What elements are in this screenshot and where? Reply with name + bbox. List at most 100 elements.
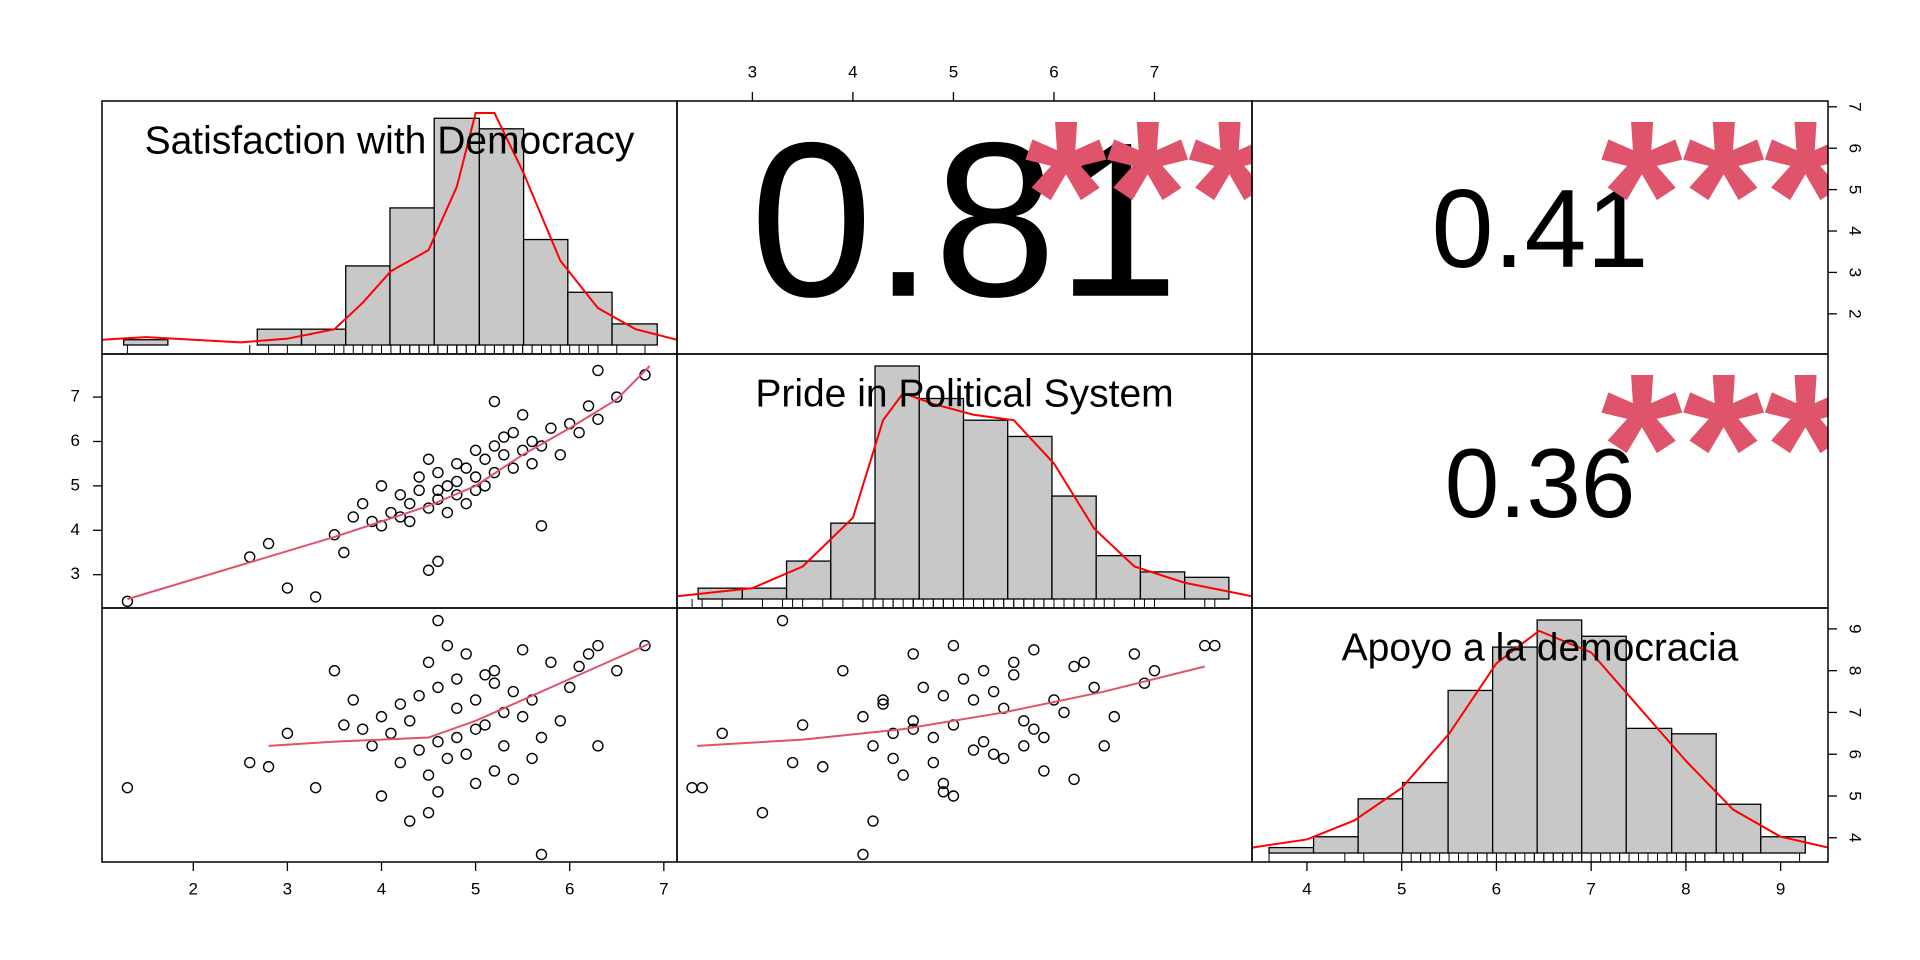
scatter-point bbox=[967, 694, 980, 706]
scatter-point bbox=[507, 773, 519, 785]
x-tick-label: 2 bbox=[189, 879, 198, 898]
scatter-point bbox=[1028, 723, 1040, 735]
y-tick-label: 7 bbox=[71, 387, 80, 406]
scatter-point bbox=[696, 781, 708, 794]
scatter-point bbox=[432, 786, 444, 798]
panel: Satisfaction with Democracy bbox=[102, 112, 677, 354]
scatter-point bbox=[432, 614, 444, 627]
scatter-point bbox=[1018, 740, 1030, 752]
hist-bar bbox=[1625, 727, 1673, 854]
scatter-point bbox=[535, 520, 548, 532]
scatter-point bbox=[281, 727, 294, 740]
scatter-point bbox=[460, 648, 472, 660]
scatter-point bbox=[1148, 664, 1161, 677]
scatter-point bbox=[413, 690, 425, 702]
x-tick-label: 5 bbox=[1397, 879, 1406, 898]
scatter-point bbox=[907, 648, 919, 660]
scatter-point bbox=[244, 756, 256, 769]
hist-bar bbox=[522, 238, 569, 346]
x-tick-label: 4 bbox=[1302, 879, 1311, 898]
density-curve bbox=[102, 112, 677, 344]
significance-stars: *** bbox=[1025, 76, 1270, 311]
scatter-point bbox=[404, 815, 416, 827]
hist-bar bbox=[962, 419, 1009, 600]
scatter-point bbox=[121, 781, 134, 794]
scatter-point bbox=[488, 765, 501, 777]
scatter-point bbox=[498, 449, 510, 461]
scatter-point bbox=[907, 715, 919, 727]
scatter-point bbox=[998, 752, 1010, 765]
scatter-point bbox=[498, 740, 510, 752]
scatter-point bbox=[507, 426, 519, 439]
scatter-point bbox=[422, 807, 435, 819]
x-tick-label: 3 bbox=[748, 62, 757, 81]
scatter-point bbox=[867, 740, 879, 752]
scatter-point bbox=[404, 497, 416, 510]
scatter-point bbox=[1068, 660, 1080, 673]
scatter-point bbox=[897, 769, 909, 781]
hist-bar bbox=[1312, 836, 1359, 854]
density-curve bbox=[677, 391, 1252, 598]
scatter-point bbox=[1038, 731, 1050, 744]
scatter-point bbox=[937, 786, 950, 798]
scatter-point bbox=[441, 752, 454, 765]
scatter-point bbox=[877, 694, 889, 706]
scatter-point bbox=[1108, 710, 1120, 723]
scatter-point bbox=[545, 656, 557, 669]
scatter-point bbox=[917, 681, 929, 694]
x-tick-label: 6 bbox=[565, 879, 574, 898]
panel: 0.81*** bbox=[750, 76, 1270, 343]
scatter-point bbox=[526, 457, 538, 470]
hist-bar bbox=[1357, 798, 1404, 854]
scatter-point bbox=[347, 511, 359, 523]
correlation-value: 0.36 bbox=[1445, 428, 1636, 538]
scatter-point bbox=[507, 462, 519, 474]
scatter-point bbox=[516, 409, 529, 421]
scatter-point bbox=[592, 639, 604, 652]
smooth-line bbox=[697, 665, 1205, 747]
hist-bar bbox=[918, 397, 965, 600]
scatter-point bbox=[526, 435, 538, 448]
scatter-point bbox=[488, 440, 501, 452]
scatter-point bbox=[262, 761, 275, 773]
scatter-point bbox=[545, 422, 557, 434]
hist-bar bbox=[874, 365, 920, 600]
x-tick-label: 7 bbox=[1586, 879, 1595, 898]
scatter-point bbox=[526, 752, 538, 765]
hist-bar bbox=[1268, 846, 1315, 854]
scatter-point bbox=[887, 727, 899, 740]
scatter-point bbox=[281, 582, 294, 594]
scatter-point bbox=[338, 719, 350, 731]
scatter-point bbox=[328, 664, 341, 677]
scatter-point bbox=[375, 480, 388, 492]
variable-name: Satisfaction with Democracy bbox=[145, 119, 635, 162]
scatter-point bbox=[977, 735, 990, 748]
scatter-point bbox=[1128, 648, 1141, 660]
hist-bar bbox=[122, 339, 169, 346]
scatter-point bbox=[488, 395, 501, 408]
scatter-point bbox=[498, 431, 510, 443]
variable-name: Pride in Political System bbox=[755, 372, 1173, 415]
scatter-point bbox=[786, 756, 799, 769]
scatter-point bbox=[1098, 740, 1110, 752]
scatter-point bbox=[488, 466, 501, 479]
hist-bar bbox=[741, 587, 788, 600]
smooth-line bbox=[127, 365, 651, 601]
scatter-point bbox=[309, 781, 322, 794]
scatter-point bbox=[460, 748, 472, 760]
panel: 0.36*** bbox=[1445, 329, 1846, 564]
scatter-point bbox=[639, 639, 651, 652]
panel bbox=[686, 614, 1221, 861]
scatter-point bbox=[1018, 715, 1030, 727]
scatter-point bbox=[857, 710, 869, 723]
scatter-point bbox=[776, 614, 789, 627]
scatter-point bbox=[937, 690, 950, 702]
hist-bar bbox=[1581, 635, 1627, 854]
x-tick-label: 6 bbox=[1492, 879, 1501, 898]
scatter-point bbox=[592, 364, 604, 377]
hist-bar bbox=[389, 207, 435, 346]
significance-stars: *** bbox=[1601, 329, 1846, 564]
scatter-point bbox=[1048, 694, 1060, 706]
panel-border bbox=[676, 607, 1253, 863]
y-tick-label: 4 bbox=[71, 520, 80, 539]
